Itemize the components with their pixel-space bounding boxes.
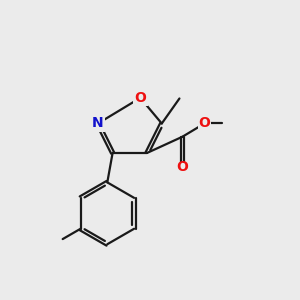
Text: N: N — [92, 116, 104, 130]
Text: O: O — [199, 116, 210, 130]
Text: O: O — [176, 160, 188, 174]
Text: O: O — [134, 91, 146, 105]
